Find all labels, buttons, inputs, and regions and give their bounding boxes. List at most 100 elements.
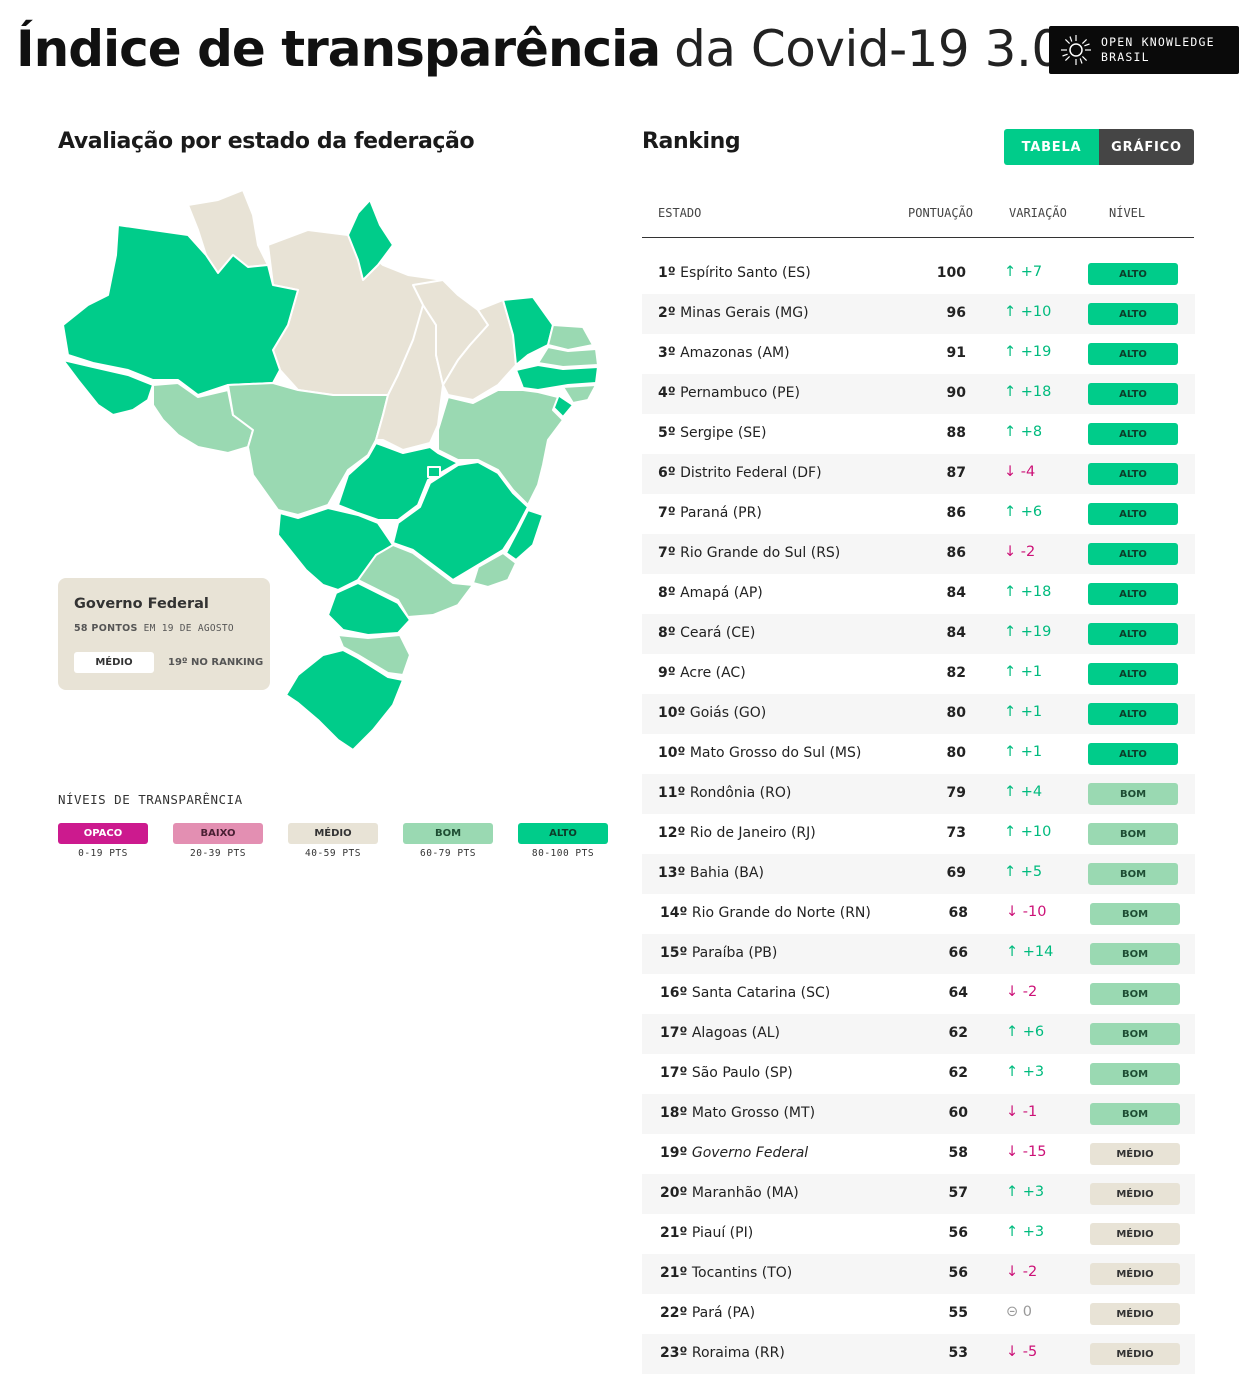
row-level-badge: ALTO (1088, 263, 1178, 285)
map-state-go[interactable] (337, 442, 459, 521)
row-score: 58 (948, 1145, 968, 1161)
row-level-badge: ALTO (1088, 743, 1178, 765)
legend-item: MÉDIO 40-59 PTS (288, 823, 378, 859)
table-row[interactable]: 2º Minas Gerais (MG) 96 ↑ +10 ALTO (642, 294, 1195, 334)
map-state-ac[interactable] (62, 359, 154, 416)
row-level-badge: ALTO (1088, 543, 1178, 565)
table-row[interactable]: 4º Pernambuco (PE) 90 ↑ +18 ALTO (642, 374, 1195, 414)
table-row[interactable]: 14º Rio Grande do Norte (RN) 68 ↓ -10 BOM (642, 894, 1195, 934)
map-state-rn[interactable] (547, 324, 594, 351)
row-level-badge: ALTO (1088, 423, 1178, 445)
table-row[interactable]: 8º Amapá (AP) 84 ↑ +18 ALTO (642, 574, 1195, 614)
table-row[interactable]: 16º Santa Catarina (SC) 64 ↓ -2 BOM (642, 974, 1195, 1014)
table-row[interactable]: 1º Espírito Santo (ES) 100 ↑ +7 ALTO (642, 254, 1195, 294)
row-score: 53 (948, 1345, 968, 1361)
row-variation: ↓ -5 (1006, 1344, 1037, 1360)
map-state-ap[interactable] (347, 199, 394, 281)
table-row[interactable]: 23º Roraima (RR) 53 ↓ -5 MÉDIO (642, 1334, 1195, 1374)
row-variation: ↑ +3 (1006, 1064, 1044, 1080)
table-row[interactable]: 21º Tocantins (TO) 56 ↓ -2 MÉDIO (642, 1254, 1195, 1294)
arrow-up-icon: ↑ (1004, 664, 1017, 680)
map-state-df[interactable] (427, 466, 441, 478)
map-state-mg[interactable] (392, 461, 529, 581)
row-score: 56 (948, 1265, 968, 1281)
row-score: 69 (946, 865, 966, 881)
table-row[interactable]: 11º Rondônia (RO) 79 ↑ +4 BOM (642, 774, 1195, 814)
table-row[interactable]: 13º Bahia (BA) 69 ↑ +5 BOM (642, 854, 1195, 894)
map-state-am[interactable] (62, 224, 299, 396)
col-variation[interactable]: VARIAÇÃO (1009, 206, 1067, 220)
map-state-rj[interactable] (472, 552, 517, 588)
row-state-label: Rondônia (RO) (689, 785, 792, 801)
table-row[interactable]: 9º Acre (AC) 82 ↑ +1 ALTO (642, 654, 1195, 694)
row-variation-value: +18 (1016, 584, 1052, 600)
row-state-name: 16º Santa Catarina (SC) (660, 985, 830, 1001)
legend-chip: MÉDIO (288, 823, 378, 844)
table-row[interactable]: 17º Alagoas (AL) 62 ↑ +6 BOM (642, 1014, 1195, 1054)
table-row[interactable]: 10º Mato Grosso do Sul (MS) 80 ↑ +1 ALTO (642, 734, 1195, 774)
row-state-name: 2º Minas Gerais (MG) (658, 305, 809, 321)
arrow-up-icon: ↑ (1004, 384, 1017, 400)
row-state-label: Pernambuco (PE) (680, 385, 800, 401)
row-variation: ↑ +6 (1004, 504, 1042, 520)
row-variation: ↑ +3 (1006, 1184, 1044, 1200)
table-row[interactable]: 20º Maranhão (MA) 57 ↑ +3 MÉDIO (642, 1174, 1195, 1214)
row-score: 80 (946, 745, 966, 761)
row-variation-value: +3 (1018, 1184, 1045, 1200)
legend-item: BOM 60-79 PTS (403, 823, 493, 859)
map-state-ce[interactable] (502, 296, 554, 366)
table-row[interactable]: 10º Goiás (GO) 80 ↑ +1 ALTO (642, 694, 1195, 734)
map-state-pb[interactable] (537, 346, 599, 368)
federal-government-card[interactable]: Governo Federal 58 PONTOS EM 19 DE AGOST… (58, 578, 270, 690)
open-knowledge-brasil-logo[interactable]: OPEN KNOWLEDGE BRASIL (1049, 26, 1239, 74)
row-variation-value: -5 (1018, 1344, 1038, 1360)
arrow-up-icon: ↑ (1006, 1064, 1019, 1080)
row-score: 86 (946, 505, 966, 521)
row-position: 17º (660, 1065, 688, 1081)
map-state-pe[interactable] (515, 364, 599, 391)
legend-item: ALTO 80-100 PTS (518, 823, 608, 859)
col-score[interactable]: PONTUAÇÃO (908, 206, 974, 220)
table-row[interactable]: 5º Sergipe (SE) 88 ↑ +8 ALTO (642, 414, 1195, 454)
arrow-up-icon: ↑ (1004, 704, 1017, 720)
table-row[interactable]: 12º Rio de Janeiro (RJ) 73 ↑ +10 BOM (642, 814, 1195, 854)
table-row[interactable]: 8º Ceará (CE) 84 ↑ +19 ALTO (642, 614, 1195, 654)
gov-card-rank: 19º NO RANKING (168, 657, 264, 668)
map-state-ba[interactable] (437, 389, 564, 506)
row-score: 84 (946, 585, 966, 601)
table-row[interactable]: 7º Paraná (PR) 86 ↑ +6 ALTO (642, 494, 1195, 534)
map-state-sc[interactable] (337, 634, 411, 676)
map-state-al[interactable] (562, 384, 597, 404)
row-state-label: Acre (AC) (680, 665, 746, 681)
row-state-label: Espírito Santo (ES) (680, 265, 811, 281)
toggle-table-button[interactable]: TABELA (1004, 129, 1099, 165)
map-state-pr[interactable] (327, 582, 411, 636)
map-state-mt[interactable] (227, 382, 389, 516)
table-row[interactable]: 18º Mato Grosso (MT) 60 ↓ -1 BOM (642, 1094, 1195, 1134)
okbr-line-1: OPEN KNOWLEDGE (1101, 35, 1215, 49)
col-level[interactable]: NÍVEL (1109, 206, 1146, 220)
page-title-light: da Covid-19 3.0 (674, 20, 1063, 78)
toggle-chart-button[interactable]: GRÁFICO (1099, 129, 1194, 165)
page-header: Índice de transparência da Covid-19 3.0 (16, 14, 1063, 84)
col-state[interactable]: ESTADO (658, 206, 702, 220)
row-state-name: 10º Goiás (GO) (658, 705, 766, 721)
row-variation: ↓ -1 (1006, 1104, 1037, 1120)
table-row[interactable]: 19º Governo Federal 58 ↓ -15 MÉDIO (642, 1134, 1195, 1174)
arrow-down-icon: ↓ (1006, 1104, 1019, 1120)
map-state-rs[interactable] (285, 649, 404, 751)
table-row[interactable]: 3º Amazonas (AM) 91 ↑ +19 ALTO (642, 334, 1195, 374)
table-row[interactable]: 7º Rio Grande do Sul (RS) 86 ↓ -2 ALTO (642, 534, 1195, 574)
map-state-es[interactable] (505, 509, 544, 561)
row-variation-value: +3 (1018, 1064, 1045, 1080)
table-row[interactable]: 6º Distrito Federal (DF) 87 ↓ -4 ALTO (642, 454, 1195, 494)
map-state-ms[interactable] (277, 507, 394, 591)
legend-range: 0-19 PTS (78, 848, 128, 859)
table-row[interactable]: 15º Paraíba (PB) 66 ↑ +14 BOM (642, 934, 1195, 974)
row-state-label: Paraíba (PB) (691, 945, 778, 961)
okbr-sun-icon (1061, 35, 1091, 65)
table-row[interactable]: 21º Piauí (PI) 56 ↑ +3 MÉDIO (642, 1214, 1195, 1254)
table-row[interactable]: 22º Pará (PA) 55 ⊝ 0 MÉDIO (642, 1294, 1195, 1334)
table-row[interactable]: 17º São Paulo (SP) 62 ↑ +3 BOM (642, 1054, 1195, 1094)
row-score: 90 (946, 385, 966, 401)
